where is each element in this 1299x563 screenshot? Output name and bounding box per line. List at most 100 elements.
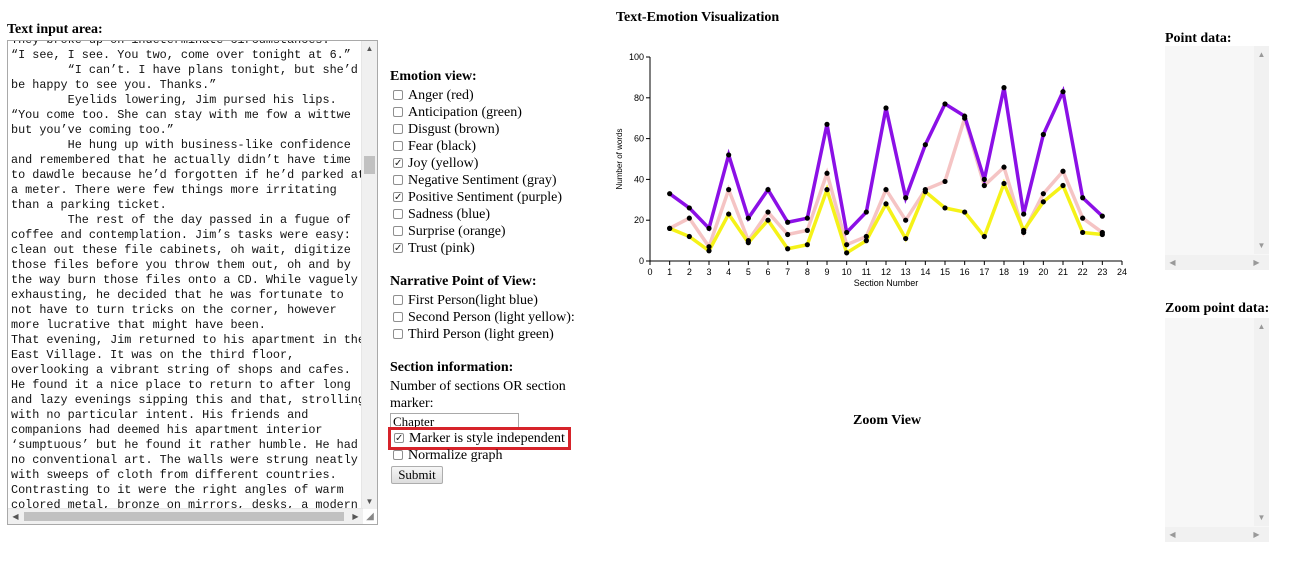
emotion-checkbox[interactable] xyxy=(393,141,403,151)
emotion-checkbox[interactable] xyxy=(393,124,403,134)
x-tick-label: 22 xyxy=(1078,267,1088,277)
emotion-option-label: Positive Sentiment (purple) xyxy=(408,190,562,205)
data-point xyxy=(883,105,889,111)
emotion-option[interactable]: Positive Sentiment (purple) xyxy=(390,189,562,206)
zoom-point-data-up-arrow-icon[interactable]: ▲ xyxy=(1257,322,1266,331)
marker-style-option[interactable]: Marker is style independent xyxy=(388,427,571,450)
data-point xyxy=(785,231,791,238)
y-tick-label: 40 xyxy=(634,174,644,184)
emotion-option[interactable]: Anger (red) xyxy=(390,87,562,104)
data-point xyxy=(745,240,751,246)
emotion-option[interactable]: Negative Sentiment (gray) xyxy=(390,172,562,189)
data-point xyxy=(1060,182,1066,189)
emotion-checkbox[interactable] xyxy=(393,226,403,236)
emotion-option-label: Sadness (blue) xyxy=(408,207,491,222)
scroll-up-arrow-icon[interactable]: ▲ xyxy=(365,44,374,53)
x-tick-label: 12 xyxy=(881,267,891,277)
vertical-scrollbar[interactable]: ▲ ▼ xyxy=(361,41,377,509)
x-tick-label: 23 xyxy=(1097,267,1107,277)
emotion-checkbox[interactable] xyxy=(393,209,403,219)
zoom-point-data-vscroll[interactable]: ▲ ▼ xyxy=(1254,318,1269,526)
pov-checkbox[interactable] xyxy=(393,329,403,339)
data-point xyxy=(981,182,987,189)
point-data-box[interactable]: ▲ ▼ ◀ ▶ xyxy=(1165,46,1269,270)
data-point xyxy=(844,242,850,248)
data-point xyxy=(1099,231,1105,238)
x-tick-label: 11 xyxy=(862,267,871,277)
data-point xyxy=(706,244,712,250)
zoom-point-data-down-arrow-icon[interactable]: ▼ xyxy=(1257,513,1266,522)
data-point xyxy=(981,176,987,182)
emotion-option[interactable]: Joy (yellow) xyxy=(390,155,562,172)
data-point xyxy=(1021,211,1027,217)
vertical-scroll-thumb[interactable] xyxy=(364,156,375,174)
emotion-checkbox[interactable] xyxy=(393,155,403,172)
normalize-option[interactable]: Normalize graph xyxy=(390,447,502,464)
zoom-point-data-label: Zoom point data: xyxy=(1165,301,1270,316)
zoom-point-data-right-arrow-icon[interactable]: ▶ xyxy=(1253,530,1260,539)
data-point xyxy=(863,238,869,244)
emotion-option[interactable]: Anticipation (green) xyxy=(390,104,562,121)
data-point xyxy=(1080,215,1086,221)
pov-option[interactable]: Second Person (light yellow): xyxy=(390,309,575,326)
horizontal-scrollbar[interactable]: ◀ ▶ xyxy=(8,508,363,524)
resize-grip-icon[interactable]: ◢ xyxy=(366,511,374,522)
text-input-label: Text input area: xyxy=(7,22,103,37)
point-data-up-arrow-icon[interactable]: ▲ xyxy=(1257,50,1266,59)
emotion-checkbox[interactable] xyxy=(393,175,403,185)
point-data-hscroll[interactable]: ◀ ▶ xyxy=(1165,255,1269,270)
emotion-option[interactable]: Surprise (orange) xyxy=(390,223,562,240)
data-point xyxy=(726,152,732,158)
emotion-checkbox[interactable] xyxy=(393,240,403,257)
x-tick-label: 3 xyxy=(706,267,711,277)
emotion-option[interactable]: Trust (pink) xyxy=(390,240,562,257)
scroll-right-arrow-icon[interactable]: ▶ xyxy=(352,512,359,521)
data-point xyxy=(903,235,909,242)
data-point xyxy=(804,227,810,233)
emotion-checkbox[interactable] xyxy=(393,189,403,206)
emotion-checkbox[interactable] xyxy=(393,107,403,117)
x-tick-label: 2 xyxy=(687,267,692,277)
pov-view-heading: Narrative Point of View: xyxy=(390,274,537,289)
data-point xyxy=(667,191,673,197)
emotion-option[interactable]: Disgust (brown) xyxy=(390,121,562,138)
point-data-right-arrow-icon[interactable]: ▶ xyxy=(1253,258,1260,267)
data-point xyxy=(706,225,712,231)
x-tick-label: 1 xyxy=(667,267,672,277)
zoom-point-data-box[interactable]: ▲ ▼ ◀ ▶ xyxy=(1165,318,1269,542)
pov-checkbox[interactable] xyxy=(393,295,403,305)
x-tick-label: 13 xyxy=(901,267,911,277)
point-data-vscroll[interactable]: ▲ ▼ xyxy=(1254,46,1269,254)
data-point xyxy=(922,142,928,148)
point-data-left-arrow-icon[interactable]: ◀ xyxy=(1169,258,1176,267)
visualization-title: Text-Emotion Visualization xyxy=(616,10,780,25)
horizontal-scroll-thumb[interactable] xyxy=(24,512,344,521)
point-data-label: Point data: xyxy=(1165,31,1232,46)
data-point xyxy=(706,248,712,254)
pov-checkbox[interactable] xyxy=(393,312,403,322)
emotion-checkbox[interactable] xyxy=(393,90,403,100)
point-data-down-arrow-icon[interactable]: ▼ xyxy=(1257,241,1266,250)
text-input-area[interactable]: They broke up on indeterminate circumsta… xyxy=(7,40,378,525)
data-point xyxy=(1040,191,1046,197)
submit-button[interactable]: Submit xyxy=(391,466,443,484)
scroll-down-arrow-icon[interactable]: ▼ xyxy=(365,497,374,506)
data-point xyxy=(981,233,987,240)
normalize-checkbox[interactable] xyxy=(393,450,403,460)
pov-option[interactable]: First Person(light blue) xyxy=(390,292,575,309)
data-point xyxy=(903,195,909,201)
data-point xyxy=(804,242,810,248)
scroll-left-arrow-icon[interactable]: ◀ xyxy=(12,512,19,521)
text-input-content[interactable]: They broke up on indeterminate circumsta… xyxy=(11,40,365,512)
emotion-option-label: Anger (red) xyxy=(408,88,474,103)
pov-option[interactable]: Third Person (light green) xyxy=(390,326,575,343)
x-tick-label: 21 xyxy=(1058,267,1068,277)
emotion-option[interactable]: Fear (black) xyxy=(390,138,562,155)
marker-style-checkbox[interactable] xyxy=(394,430,404,447)
data-point xyxy=(765,209,771,215)
emotion-option[interactable]: Sadness (blue) xyxy=(390,206,562,223)
data-point xyxy=(686,215,692,221)
zoom-point-data-hscroll[interactable]: ◀ ▶ xyxy=(1165,527,1269,542)
zoom-point-data-left-arrow-icon[interactable]: ◀ xyxy=(1169,530,1176,539)
